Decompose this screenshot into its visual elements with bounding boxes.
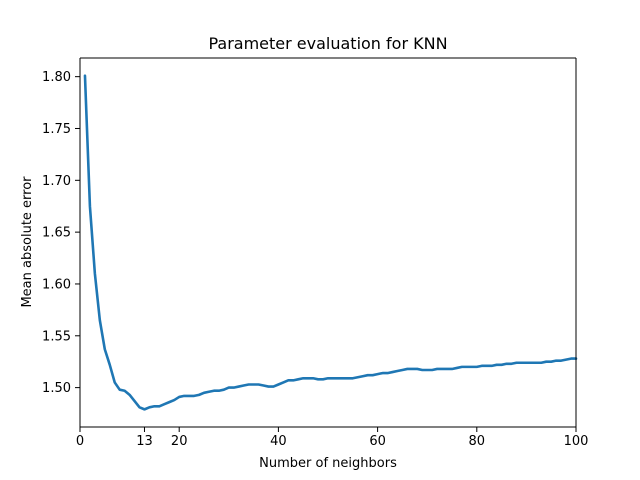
axes: 0 13 20 40 60 80 100 1.50 1.55 1.60 1.65 1.70 1.75 1.… <box>42 57 589 449</box>
x-tick-label: 13 <box>136 434 153 449</box>
x-tick-label: 0 <box>76 434 84 449</box>
x-tick-label: 40 <box>270 434 287 449</box>
x-tick-label: 60 <box>369 434 386 449</box>
x-axis-label: Number of neighbors <box>259 456 397 471</box>
y-tick-label: 1.70 <box>42 174 71 189</box>
y-tick-label: 1.75 <box>42 122 71 137</box>
y-tick-label: 1.60 <box>42 277 71 292</box>
y-tick-label: 1.50 <box>42 381 71 396</box>
x-tick-label: 20 <box>171 434 188 449</box>
x-tick-label: 80 <box>469 434 486 449</box>
y-tick-label: 1.65 <box>42 226 71 241</box>
y-tick-label: 1.80 <box>42 70 71 85</box>
chart-title: Parameter evaluation for KNN <box>208 34 447 53</box>
y-tick-label: 1.55 <box>42 329 71 344</box>
y-axis-label: Mean absolute error <box>20 176 35 308</box>
series-line-1 <box>83 74 578 411</box>
plot-area <box>83 74 578 411</box>
x-tick-label: 100 <box>564 434 589 449</box>
